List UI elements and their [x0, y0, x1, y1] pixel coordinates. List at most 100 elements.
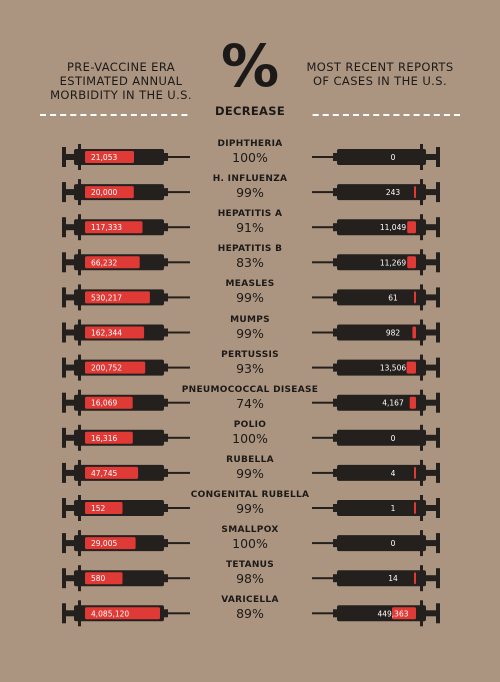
- right-plunger-cap: [436, 147, 440, 167]
- recent-value: 1: [391, 504, 396, 513]
- right-flange: [420, 459, 423, 486]
- disease-name: RUBELLA: [226, 454, 274, 465]
- left-plunger-rod: [66, 294, 75, 301]
- left-needle: [168, 156, 190, 158]
- right-hub: [333, 223, 337, 232]
- recent-value: 243: [386, 188, 401, 197]
- right-flange: [420, 530, 423, 557]
- pre-vaccine-fill: [85, 361, 146, 374]
- recent-value: 982: [386, 329, 401, 338]
- left-needle: [168, 542, 190, 545]
- right-plunger-cap: [436, 603, 440, 624]
- right-needle: [312, 226, 334, 229]
- pre-vaccine-fill: [85, 431, 133, 444]
- right-barrel: [337, 219, 426, 236]
- right-plunger-rod: [426, 575, 436, 582]
- right-plunger-cap: [436, 217, 440, 238]
- right-plunger-rod: [426, 610, 436, 617]
- left-hub: [164, 398, 168, 407]
- disease-name: PERTUSSIS: [221, 349, 279, 360]
- left-plunger-rod: [66, 469, 75, 476]
- right-flange: [420, 424, 423, 451]
- pre-vaccine-fill: [85, 502, 123, 514]
- left-plunger-rod: [66, 505, 75, 511]
- left-plunger-cap: [62, 568, 66, 589]
- decrease-percent: 100%: [232, 536, 268, 552]
- right-needle: [312, 542, 334, 545]
- right-plunger-rod: [426, 224, 436, 231]
- decrease-percent: 99%: [236, 501, 264, 516]
- left-flange: [78, 214, 81, 241]
- recent-fill: [414, 572, 416, 585]
- pre-vaccine-value: 47,745: [91, 469, 117, 478]
- disease-name: PNEUMOCOCCAL DISEASE: [181, 384, 319, 395]
- left-hub: [164, 504, 168, 512]
- right-plunger-cap: [436, 357, 440, 378]
- left-hub: [164, 153, 168, 161]
- recent-fill: [414, 291, 416, 304]
- left-needle: [168, 191, 190, 194]
- left-needle: [168, 226, 190, 229]
- left-plunger-rod: [66, 189, 75, 196]
- left-plunger-rod: [66, 364, 75, 371]
- recent-fill: [406, 361, 416, 374]
- left-plunger-cap: [62, 357, 66, 378]
- left-flange: [78, 249, 81, 276]
- recent-fill: [409, 396, 416, 409]
- left-needle: [168, 436, 190, 439]
- right-plunger-cap: [436, 287, 440, 308]
- disease-name: SMALLPOX: [221, 525, 279, 536]
- recent-fill: [414, 186, 416, 199]
- disease-name: HEPATITIS A: [217, 209, 283, 220]
- right-needle: [312, 366, 334, 369]
- recent-value: 4: [391, 469, 396, 478]
- right-needle: [312, 507, 334, 509]
- right-hub: [333, 468, 337, 477]
- left-plunger-rod: [66, 154, 75, 160]
- right-plunger-rod: [426, 259, 436, 266]
- right-plunger-rod: [426, 364, 436, 371]
- right-plunger-rod: [426, 469, 436, 476]
- right-hub: [333, 539, 337, 548]
- right-flange: [420, 389, 423, 416]
- pre-vaccine-fill: [85, 537, 136, 550]
- left-flange: [78, 319, 81, 346]
- recent-value: 449,363: [377, 609, 408, 618]
- right-flange: [420, 179, 423, 206]
- disease-name: VARICELLA: [221, 595, 279, 606]
- right-hub: [333, 609, 337, 618]
- row-10: 152 1: [62, 495, 440, 521]
- left-flange: [78, 389, 81, 416]
- left-flange: [78, 495, 81, 521]
- right-plunger-rod: [426, 434, 436, 441]
- decrease-percent: 98%: [236, 571, 264, 587]
- row-11: 29,005 0: [62, 530, 440, 557]
- left-flange: [78, 144, 81, 170]
- left-plunger-rod: [66, 610, 75, 617]
- right-plunger-cap: [436, 462, 440, 483]
- right-barrel: [337, 324, 426, 341]
- left-plunger-rod: [66, 399, 75, 406]
- recent-value: 11,049: [380, 223, 406, 232]
- right-barrel: [337, 149, 426, 165]
- left-plunger-rod: [66, 224, 75, 231]
- left-plunger-cap: [62, 322, 66, 343]
- left-hub: [164, 574, 168, 583]
- right-plunger-cap: [436, 322, 440, 343]
- disease-name: TETANUS: [225, 560, 275, 571]
- pre-vaccine-fill: [85, 256, 140, 269]
- right-needle: [312, 577, 334, 580]
- right-needle: [312, 156, 334, 158]
- decrease-percent: 99%: [236, 185, 264, 201]
- recent-value: 0: [391, 539, 396, 548]
- disease-name: MEASLES: [225, 279, 275, 290]
- left-plunger-cap: [62, 392, 66, 413]
- row-12: 580 14: [62, 565, 440, 592]
- decrease-percent: 100%: [232, 430, 268, 446]
- disease-name: CONGENITAL RUBELLA: [190, 490, 310, 500]
- divider-gap: [188, 110, 312, 120]
- pre-vaccine-fill: [85, 291, 150, 304]
- recent-fill: [414, 502, 416, 514]
- row-3: 66,232 11,269: [62, 249, 440, 276]
